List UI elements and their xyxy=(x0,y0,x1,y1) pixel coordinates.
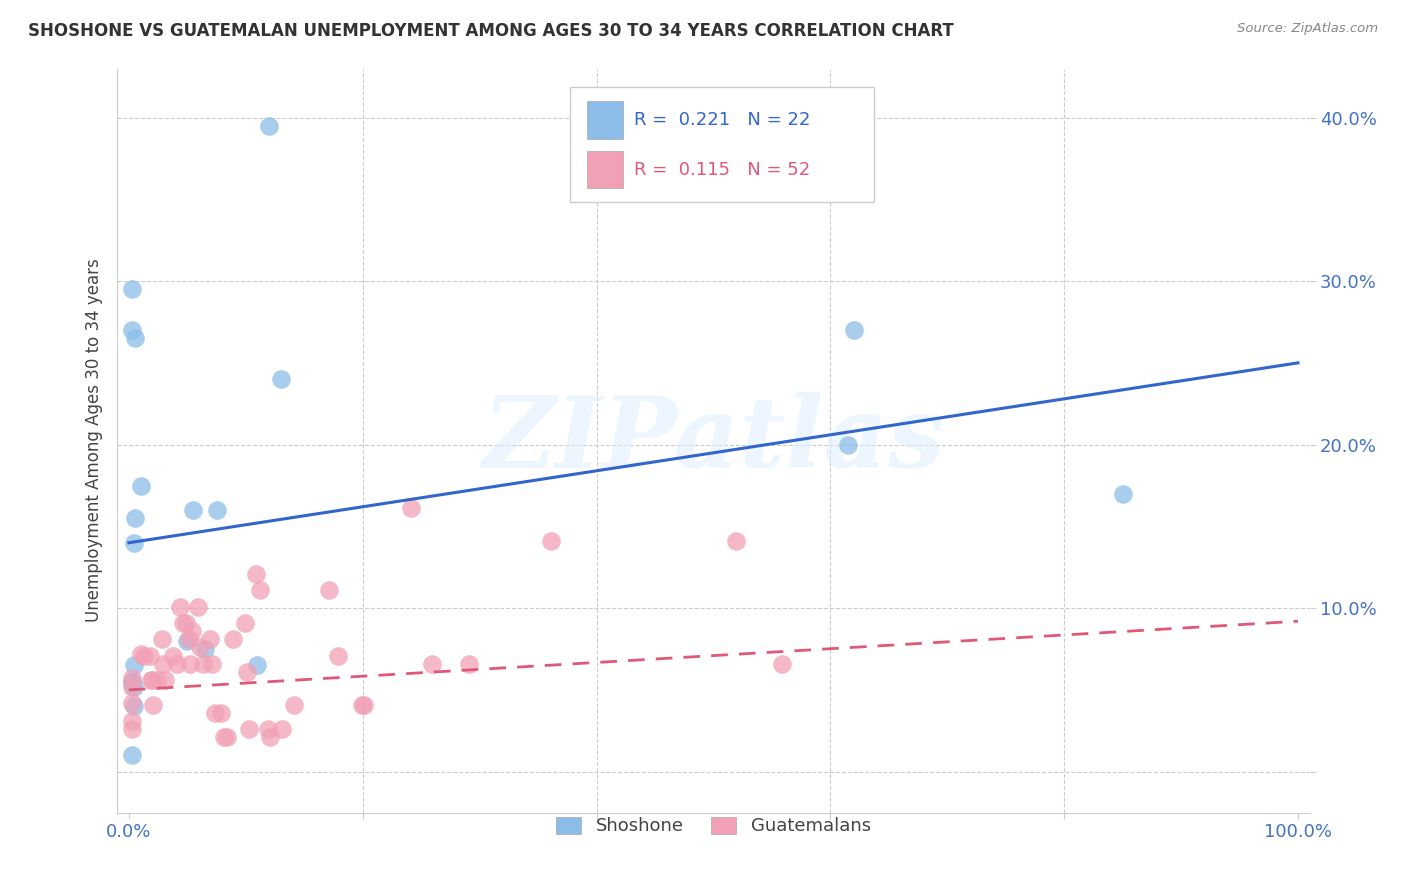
FancyBboxPatch shape xyxy=(588,102,623,138)
Point xyxy=(122,658,145,673)
Point xyxy=(259,731,281,745)
Point xyxy=(172,615,194,630)
Point xyxy=(350,698,373,712)
Point xyxy=(166,657,188,671)
Point xyxy=(177,632,200,647)
Point xyxy=(205,503,228,517)
Point xyxy=(249,583,271,598)
Point xyxy=(191,657,214,671)
Point xyxy=(724,534,747,549)
Point xyxy=(169,599,191,614)
Point xyxy=(174,615,197,630)
Point xyxy=(245,566,267,581)
Point xyxy=(122,535,145,549)
Point xyxy=(187,599,209,614)
Point xyxy=(121,722,143,736)
Point xyxy=(152,657,174,671)
Point xyxy=(233,615,256,630)
Point xyxy=(121,714,143,728)
Point xyxy=(353,698,375,712)
Point xyxy=(212,731,235,745)
Point xyxy=(257,722,280,736)
Point xyxy=(420,657,443,671)
Point xyxy=(179,657,201,671)
FancyBboxPatch shape xyxy=(571,87,875,202)
Point xyxy=(121,282,143,296)
Point xyxy=(318,583,340,598)
Point xyxy=(142,698,165,712)
Point xyxy=(283,698,305,712)
Point xyxy=(146,673,169,687)
Point xyxy=(194,642,217,657)
Point xyxy=(246,658,269,673)
Point xyxy=(238,722,260,736)
Point xyxy=(121,323,143,337)
Point xyxy=(540,534,562,549)
Point xyxy=(153,673,176,687)
Point xyxy=(139,648,162,663)
Point xyxy=(204,706,226,720)
Point xyxy=(837,437,859,451)
Point xyxy=(842,323,865,337)
Point xyxy=(201,657,224,671)
Point xyxy=(257,119,280,133)
Point xyxy=(217,731,239,745)
Text: R =  0.221   N = 22: R = 0.221 N = 22 xyxy=(634,111,810,129)
Point xyxy=(121,680,143,694)
Point xyxy=(399,501,422,516)
Point xyxy=(1111,486,1133,500)
Point xyxy=(129,478,152,492)
Point xyxy=(121,674,143,689)
Point xyxy=(121,696,143,710)
Point xyxy=(129,647,152,661)
Legend: Shoshone, Guatemalans: Shoshone, Guatemalans xyxy=(547,807,880,845)
Point xyxy=(121,672,143,686)
Point xyxy=(770,657,793,671)
Point xyxy=(222,632,245,647)
Point xyxy=(122,699,145,714)
Point xyxy=(188,640,211,655)
Point xyxy=(124,331,146,345)
Point xyxy=(132,648,155,663)
Point xyxy=(209,706,232,720)
Point xyxy=(270,372,292,386)
Point xyxy=(150,632,173,647)
Point xyxy=(124,511,146,525)
Point xyxy=(181,503,204,517)
Point xyxy=(122,680,145,694)
Point xyxy=(176,633,198,648)
Y-axis label: Unemployment Among Ages 30 to 34 years: Unemployment Among Ages 30 to 34 years xyxy=(86,259,103,623)
Point xyxy=(141,673,163,687)
Point xyxy=(236,665,259,679)
Text: Source: ZipAtlas.com: Source: ZipAtlas.com xyxy=(1237,22,1378,36)
Point xyxy=(328,648,350,663)
Point xyxy=(162,648,184,663)
Point xyxy=(198,632,221,647)
Text: R =  0.115   N = 52: R = 0.115 N = 52 xyxy=(634,161,810,178)
FancyBboxPatch shape xyxy=(588,151,623,188)
Point xyxy=(458,657,481,671)
Point xyxy=(121,748,143,763)
Point xyxy=(181,624,204,638)
Point xyxy=(121,674,143,689)
Point xyxy=(271,722,294,736)
Point xyxy=(139,673,162,687)
Text: ZIPatlas: ZIPatlas xyxy=(482,392,945,489)
Text: SHOSHONE VS GUATEMALAN UNEMPLOYMENT AMONG AGES 30 TO 34 YEARS CORRELATION CHART: SHOSHONE VS GUATEMALAN UNEMPLOYMENT AMON… xyxy=(28,22,953,40)
